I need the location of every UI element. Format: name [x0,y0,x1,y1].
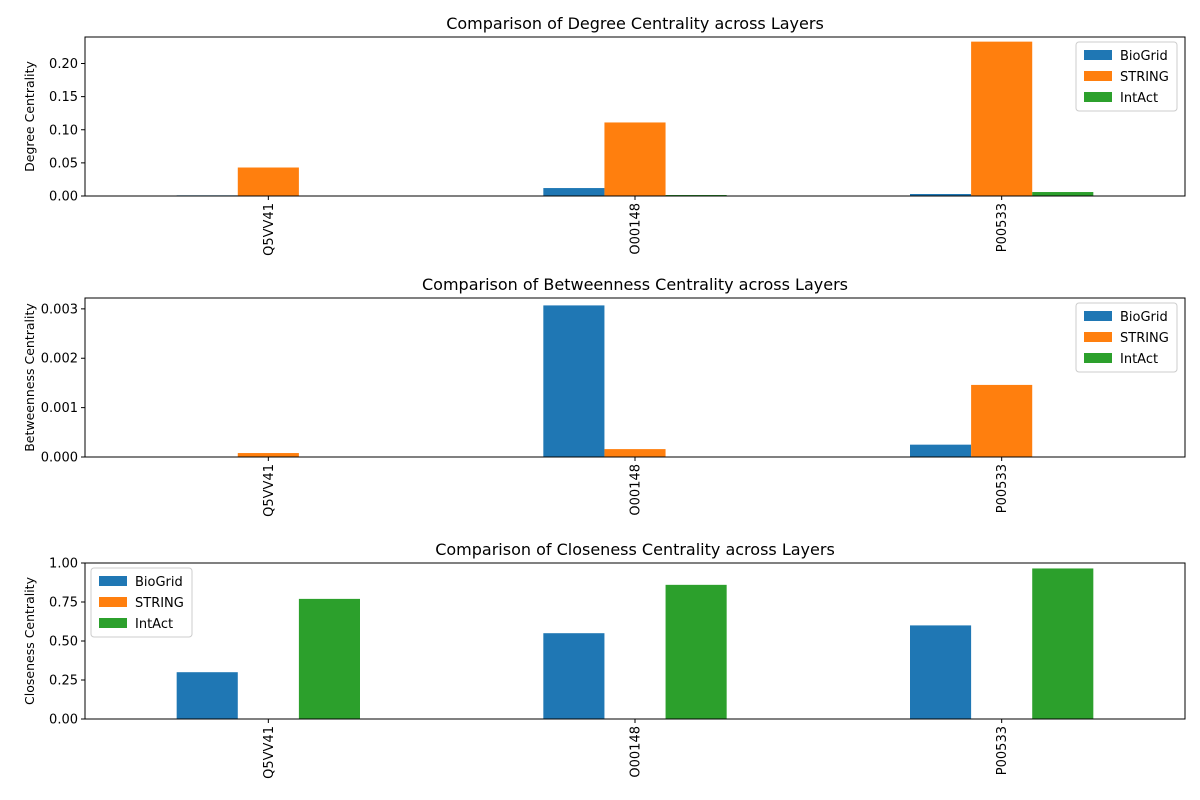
y-axis-label: Closeness Centrality [22,576,37,705]
y-tick-label: 0.15 [49,90,78,105]
legend-label-string: STRING [1120,70,1169,85]
legend-swatch-intact [1084,353,1112,363]
y-tick-label: 0.001 [41,401,78,416]
x-tick-label: Q5VV41 [262,726,277,779]
chart-title: Comparison of Degree Centrality across L… [446,14,824,33]
x-tick-label: O00148 [629,464,644,516]
chart-3: 0.00 0.25 0.50 0.75 1.00 Q5VV41 O00148 P00533 Co… [22,540,1186,779]
legend: BioGrid STRING IntAct [90,567,193,638]
legend-swatch-biogrid [1084,50,1112,60]
bar-biogrid-o00148 [543,188,605,196]
y-tick-label: 0.75 [49,596,78,611]
legend-swatch-string [1084,71,1112,81]
bar-string-q5vv41 [237,167,299,196]
bar-string-p00533 [971,41,1033,196]
y-tick-label: 1.00 [49,557,78,572]
bar-biogrid-o00148 [543,305,605,457]
bar-biogrid-p00533 [910,444,972,457]
legend-label-string: STRING [1120,331,1169,346]
bar-string-o00148 [604,122,666,196]
legend-label-biogrid: BioGrid [1120,310,1168,325]
legend-swatch-intact [1084,92,1112,102]
legend-swatch-intact [99,618,127,628]
legend-label-string: STRING [135,596,184,611]
bar-string-o00148 [604,449,666,457]
bar-intact-p00533 [1032,192,1094,196]
y-axis-label: Betweenness Centrality [22,303,37,452]
legend-label-intact: IntAct [1120,352,1158,367]
x-tick-label: O00148 [629,203,644,255]
y-tick-label: 0.10 [49,123,78,138]
chart-title: Comparison of Closeness Centrality acros… [435,540,835,559]
x-tick-label: Q5VV41 [262,203,277,256]
bar-biogrid-p00533 [910,194,972,196]
x-tick-label: P00533 [995,203,1010,252]
legend-label-biogrid: BioGrid [135,575,183,590]
x-tick-label: Q5VV41 [262,464,277,517]
bar-intact-p00533 [1032,568,1094,719]
bar-intact-o00148 [665,584,727,719]
legend-label-intact: IntAct [1120,91,1158,106]
y-tick-label: 0.25 [49,674,78,689]
legend: BioGrid STRING IntAct [1075,41,1178,112]
chart-2: 0.000 0.001 0.002 0.003 Q5VV41 O00148 P00533 Co… [22,275,1186,517]
legend-swatch-biogrid [99,576,127,586]
x-tick-label: O00148 [629,726,644,778]
bar-string-p00533 [971,384,1033,457]
axes-frame [84,562,1186,720]
legend: BioGrid STRING IntAct [1075,302,1178,373]
bar-biogrid-q5vv41 [176,672,238,719]
y-tick-label: 0.20 [49,57,78,72]
chart-1: 0.00 0.05 0.10 0.15 0.20 Q5VV41 O00148 P00533 Co… [22,14,1186,256]
legend-swatch-biogrid [1084,311,1112,321]
y-tick-label: 0.00 [49,713,78,728]
bar-biogrid-p00533 [910,625,972,719]
bar-intact-q5vv41 [298,598,360,719]
bar-biogrid-o00148 [543,633,605,719]
legend-swatch-string [1084,332,1112,342]
y-tick-label: 0.50 [49,635,78,650]
y-tick-label: 0.05 [49,156,78,171]
legend-label-biogrid: BioGrid [1120,49,1168,64]
legend-swatch-string [99,597,127,607]
y-tick-label: 0.000 [41,451,78,466]
y-tick-label: 0.002 [41,352,78,367]
bar-string-q5vv41 [237,453,299,457]
x-tick-label: P00533 [995,726,1010,775]
y-tick-label: 0.003 [41,302,78,317]
legend-label-intact: IntAct [135,617,173,632]
y-axis-label: Degree Centrality [22,61,37,172]
y-tick-label: 0.00 [49,190,78,205]
x-tick-label: P00533 [995,464,1010,513]
chart-title: Comparison of Betweenness Centrality acr… [422,275,848,294]
